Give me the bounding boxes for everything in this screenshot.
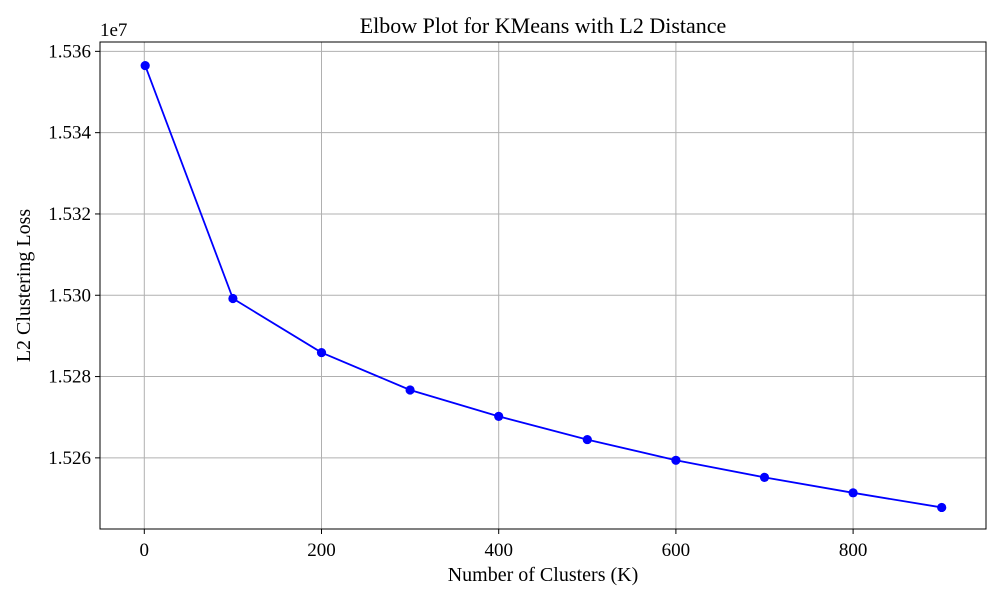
- y-offset-label: 1e7: [100, 20, 127, 41]
- x-tick-label: 400: [484, 540, 513, 561]
- data-point: [494, 411, 504, 421]
- data-point: [405, 385, 415, 395]
- data-point: [316, 347, 327, 358]
- x-tick-label: 800: [839, 540, 868, 561]
- grid: [100, 42, 986, 529]
- series-line: [144, 65, 942, 509]
- x-tick-label: 200: [307, 540, 336, 561]
- y-tick-label: 1.528: [48, 367, 91, 388]
- data-point: [228, 293, 238, 304]
- data-point: [937, 502, 947, 513]
- data-point: [759, 472, 770, 482]
- y-tick-label: 1.530: [48, 285, 91, 306]
- y-tick-label: 1.526: [48, 448, 91, 469]
- y-axis-label: L2 Clustering Loss: [13, 209, 35, 363]
- data-point: [671, 455, 681, 465]
- data-point: [140, 60, 150, 71]
- y-tick-label: 1.532: [48, 204, 91, 225]
- plot-frame: [99, 41, 987, 530]
- x-axis-label: Number of Clusters (K): [448, 564, 639, 586]
- y-tick-label: 1.536: [48, 41, 91, 62]
- x-tick-label: 600: [662, 540, 691, 561]
- chart-title: Elbow Plot for KMeans with L2 Distance: [360, 13, 727, 38]
- data-point: [582, 434, 592, 445]
- y-tick-label: 1.534: [48, 123, 91, 144]
- series-layer: [140, 60, 947, 513]
- data-point: [848, 488, 858, 498]
- x-tick-label: 0: [140, 540, 150, 561]
- axis-ticks: 0 200 400 600 800 1.526 1.528 1.530 1.532 1.534 1.…: [48, 41, 867, 561]
